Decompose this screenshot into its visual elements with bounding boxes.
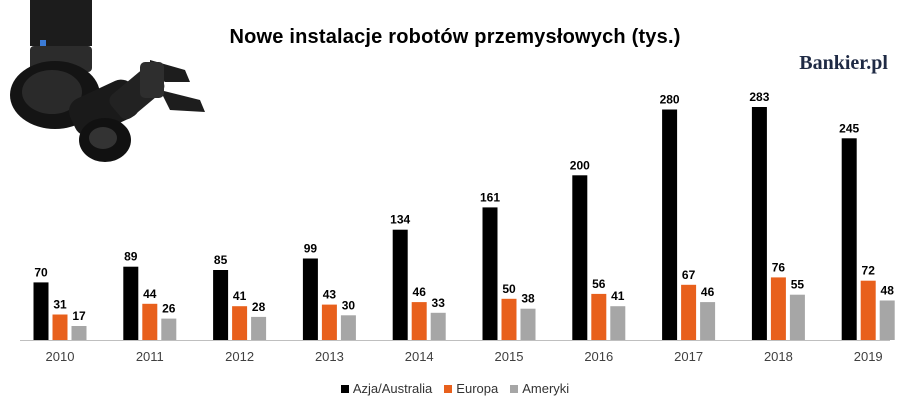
data-label: 41 [611, 289, 625, 303]
legend-swatch [340, 385, 349, 393]
data-label: 30 [342, 298, 356, 312]
x-tick-label: 2014 [405, 349, 434, 364]
x-tick-label: 2018 [764, 349, 793, 364]
data-label: 99 [304, 242, 318, 256]
legend: Azja/Australia Europa Ameryki [0, 381, 910, 396]
bar [879, 300, 895, 340]
data-label: 56 [592, 277, 606, 291]
legend-item: Azja/Australia [340, 381, 433, 396]
x-tick-label: 2012 [225, 349, 254, 364]
data-label: 44 [143, 287, 157, 301]
data-label: 72 [862, 264, 876, 278]
data-label: 76 [772, 260, 786, 274]
bar [860, 280, 876, 340]
bar [770, 277, 786, 340]
data-label: 46 [413, 285, 427, 299]
robot-arm-illustration [10, 0, 205, 162]
legend-label: Europa [456, 381, 499, 396]
data-label: 48 [881, 284, 895, 298]
x-tick-label: 2019 [854, 349, 883, 364]
data-label: 67 [682, 268, 696, 282]
data-label: 26 [162, 302, 176, 316]
data-label: 55 [791, 278, 805, 292]
legend-swatch [444, 385, 453, 393]
data-label: 89 [124, 250, 138, 264]
bar [251, 316, 267, 340]
bar [700, 302, 716, 340]
data-label: 17 [72, 309, 86, 323]
legend-item: Ameryki [510, 381, 569, 396]
bar [789, 294, 805, 340]
bar [33, 282, 49, 340]
data-label: 245 [839, 121, 859, 135]
x-tick-label: 2010 [46, 349, 75, 364]
brand-logo: Bankier.pl [799, 52, 888, 74]
data-label: 70 [34, 265, 48, 279]
data-label: 85 [214, 253, 228, 267]
bar [681, 284, 697, 340]
data-label: 41 [233, 289, 247, 303]
bar [572, 175, 588, 340]
chart-title: Nowe instalacje robotów przemysłowych (t… [229, 26, 681, 48]
bar [71, 326, 87, 340]
bar [610, 306, 626, 340]
legend-swatch [510, 385, 519, 393]
bar [392, 229, 408, 340]
bar [302, 258, 318, 340]
data-label: 38 [521, 292, 535, 306]
data-label: 33 [432, 296, 446, 310]
data-label: 134 [390, 213, 410, 227]
data-label: 280 [660, 93, 680, 107]
data-label: 200 [570, 158, 590, 172]
legend-label: Azja/Australia [352, 381, 433, 396]
bar [591, 293, 607, 340]
data-label: 283 [749, 90, 769, 104]
legend-label: Ameryki [522, 381, 570, 396]
data-label: 161 [480, 190, 500, 204]
bar [482, 207, 498, 340]
bar [161, 318, 177, 340]
data-label: 43 [323, 288, 337, 302]
data-label: 50 [502, 282, 516, 296]
x-tick-label: 2011 [136, 349, 164, 364]
bar [232, 306, 248, 340]
x-tick-label: 2015 [495, 349, 524, 364]
x-tick-label: 2013 [315, 349, 344, 364]
bar [520, 308, 536, 340]
bar [340, 315, 356, 340]
data-label: 31 [53, 298, 67, 312]
bar [321, 304, 337, 340]
bar [411, 302, 427, 340]
data-label: 46 [701, 285, 715, 299]
bar [501, 298, 517, 340]
bar [213, 270, 229, 340]
bar [123, 266, 139, 340]
x-tick-label: 2016 [584, 349, 613, 364]
bar [430, 312, 446, 340]
bar [841, 138, 857, 340]
bar [662, 109, 678, 340]
legend-item: Europa [444, 381, 498, 396]
bar [52, 314, 68, 340]
x-tick-label: 2017 [674, 349, 703, 364]
bar [142, 303, 158, 340]
data-label: 28 [252, 300, 266, 314]
bar [751, 107, 767, 340]
